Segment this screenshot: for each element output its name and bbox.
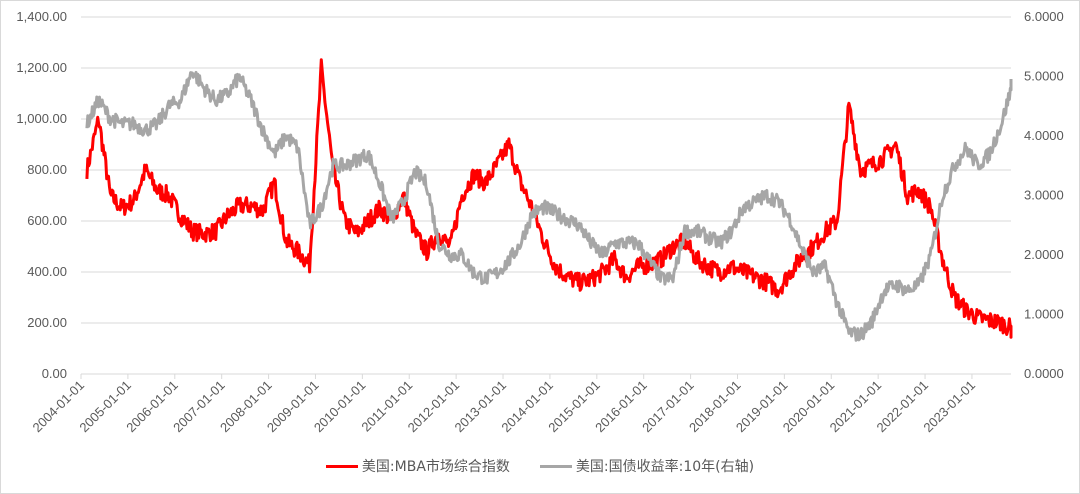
right-axis-tick-label: 0.0000 <box>1024 366 1064 381</box>
left-axis-tick-label: 1,000.00 <box>16 111 67 126</box>
right-axis-tick-label: 2.0000 <box>1024 247 1064 262</box>
left-axis-tick-label: 400.00 <box>27 264 67 279</box>
legend-label: 美国:国债收益率:10年(右轴) <box>575 459 755 475</box>
right-axis-tick-label: 3.0000 <box>1024 188 1064 203</box>
left-axis-tick-label: 1,400.00 <box>16 9 67 24</box>
left-axis-tick-label: 200.00 <box>27 315 67 330</box>
left-axis-tick-label: 1,200.00 <box>16 60 67 75</box>
legend: 美国:MBA市场综合指数 美国:国债收益率:10年(右轴) <box>0 456 1080 476</box>
right-axis-tick-label: 4.0000 <box>1024 128 1064 143</box>
left-axis-tick-label: 0.00 <box>42 366 67 381</box>
right-axis-tick-label: 1.0000 <box>1024 307 1064 322</box>
series-line-treasury-10y <box>85 70 1013 342</box>
series-line-mba-index <box>85 58 1013 339</box>
legend-item-mba: 美国:MBA市场综合指数 <box>325 456 510 476</box>
legend-label: 美国:MBA市场综合指数 <box>361 459 510 475</box>
right-axis-tick-label: 5.0000 <box>1024 69 1064 84</box>
left-axis-tick-label: 800.00 <box>27 162 67 177</box>
legend-swatch-red <box>325 464 358 468</box>
legend-swatch-gray <box>539 464 572 468</box>
left-axis-tick-label: 600.00 <box>27 213 67 228</box>
right-axis-tick-label: 6.0000 <box>1024 9 1064 24</box>
legend-item-yield: 美国:国债收益率:10年(右轴) <box>539 456 755 476</box>
